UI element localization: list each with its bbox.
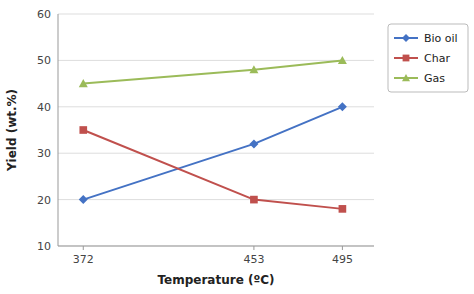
point — [79, 126, 87, 134]
point — [249, 139, 258, 148]
x-tick — [253, 246, 254, 250]
x-tick — [83, 246, 84, 250]
point — [339, 205, 347, 213]
legend-marker — [402, 74, 410, 81]
legend-box — [388, 24, 468, 92]
legend-marker — [402, 34, 410, 42]
x-tick-label: 495 — [332, 253, 353, 266]
y-tick-label: 30 — [37, 147, 51, 160]
series-line — [83, 60, 342, 83]
legend-marker — [403, 55, 410, 62]
point — [338, 56, 347, 64]
grid-line — [58, 246, 374, 247]
point — [338, 102, 347, 111]
chart: 10 20 30 40 50 60 372 453 495 Temperature (ºC) Yie… — [0, 0, 474, 294]
x-tick — [342, 246, 343, 250]
series-line — [83, 107, 342, 200]
y-tick-label: 10 — [37, 240, 51, 253]
point — [249, 65, 258, 73]
point — [79, 79, 88, 87]
y-tick-label: 20 — [37, 194, 51, 207]
y-tick-label: 60 — [37, 8, 51, 21]
x-tick-label: 372 — [73, 253, 94, 266]
grid-line — [58, 14, 374, 15]
legend-label: Char — [424, 52, 450, 65]
legend-label: Bio oil — [424, 32, 458, 45]
grid-line — [58, 199, 374, 200]
y-axis-line — [58, 14, 59, 246]
series-line — [83, 130, 342, 209]
grid-line — [58, 60, 374, 61]
grid-line — [58, 106, 374, 107]
y-axis-label: Yield (wt.%) — [5, 89, 19, 172]
y-tick-label: 50 — [37, 54, 51, 67]
x-axis-line — [58, 246, 374, 247]
legend: Bio oil Char Gas — [388, 24, 468, 92]
x-axis-label: Temperature (ºC) — [157, 273, 274, 287]
legend-label: Gas — [424, 72, 445, 85]
point — [250, 196, 258, 204]
x-tick-label: 453 — [243, 253, 264, 266]
grid-line — [58, 153, 374, 154]
y-tick-label: 40 — [37, 101, 51, 114]
plot-area — [79, 56, 347, 213]
point — [79, 195, 88, 204]
